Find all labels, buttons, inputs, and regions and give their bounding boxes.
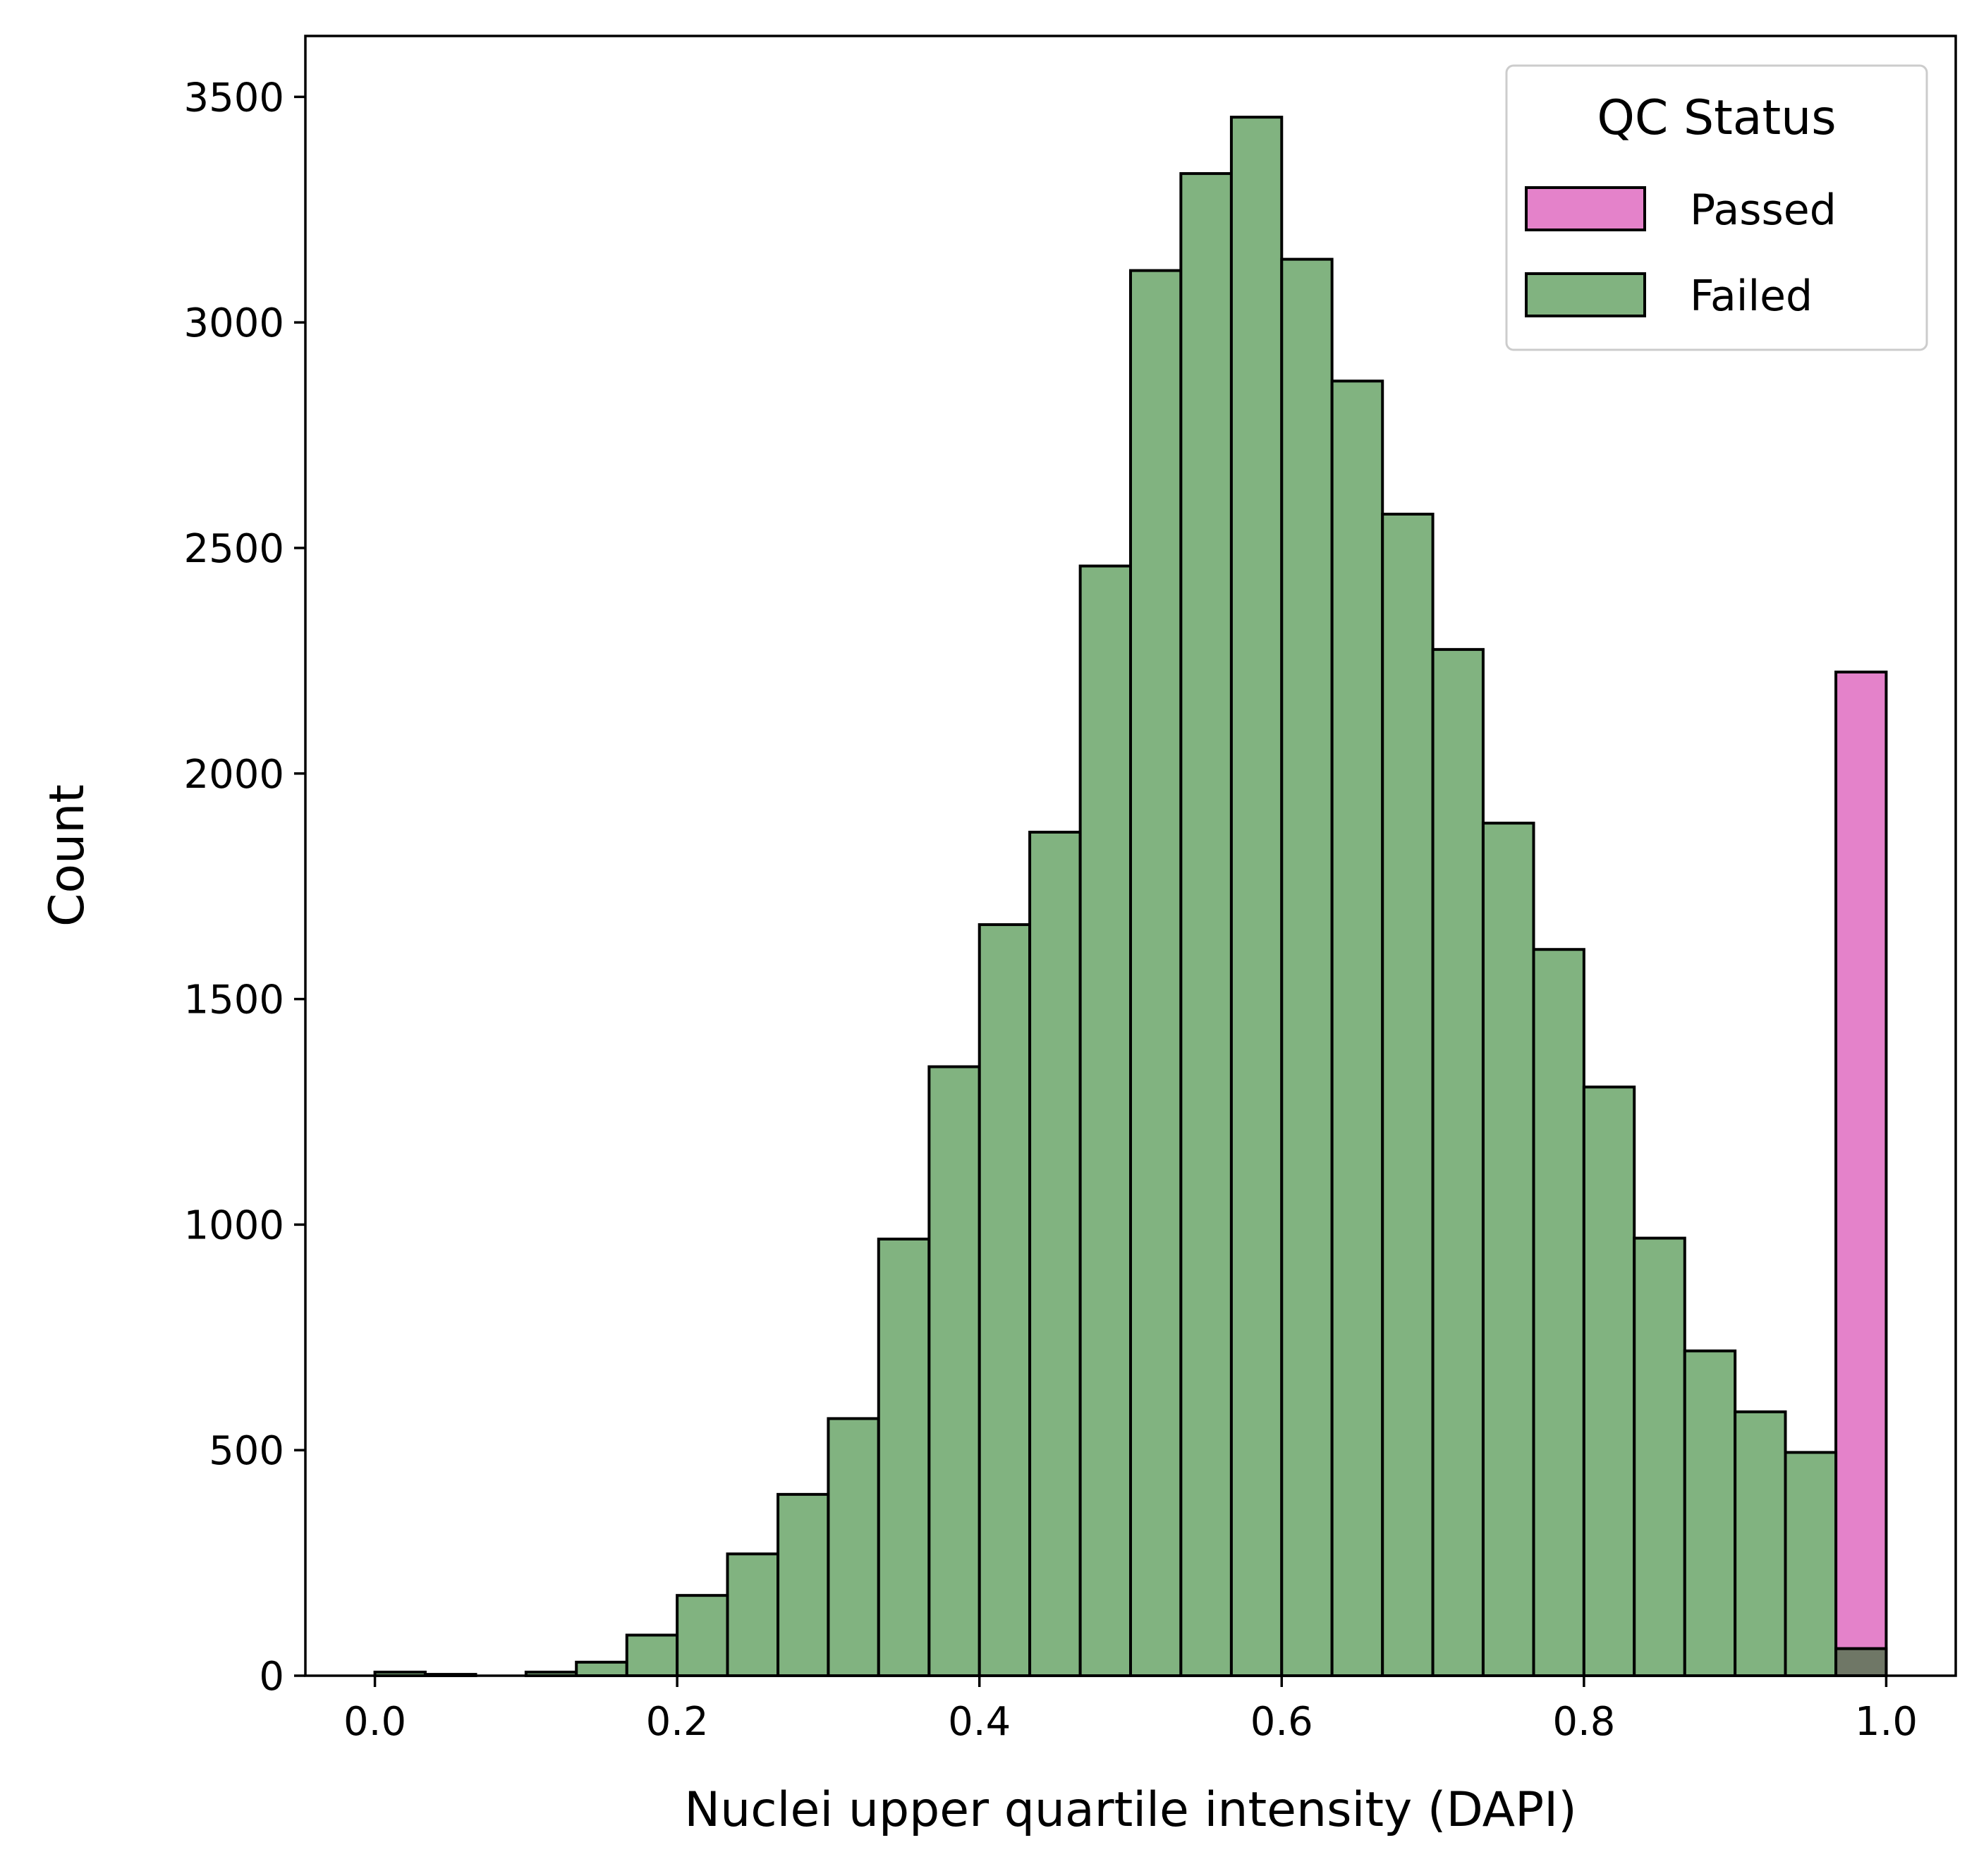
bar-failed-6 — [676, 1594, 729, 1677]
bar-failed-23 — [1532, 948, 1585, 1677]
y-axis-title: Count — [39, 784, 95, 927]
legend-swatch-passed — [1525, 186, 1646, 231]
bar-failed-8 — [777, 1492, 830, 1677]
legend-label-failed: Failed — [1690, 272, 1813, 321]
x-axis-title: Nuclei upper quartile intensity (DAPI) — [684, 1782, 1576, 1838]
x-tick-label-2: 0.4 — [948, 1699, 1011, 1745]
bar-failed-12 — [978, 923, 1032, 1677]
bar-failed-27 — [1734, 1410, 1787, 1677]
legend-swatch-failed — [1525, 272, 1646, 317]
x-tick-label-0: 0.0 — [343, 1699, 406, 1745]
bar-failed-7 — [726, 1552, 780, 1677]
bar-failed-17 — [1229, 116, 1284, 1678]
y-tick-label-1: 500 — [209, 1428, 284, 1474]
bar-failed-20 — [1381, 512, 1435, 1678]
bars-group — [373, 116, 1888, 1678]
bar-failed-5 — [625, 1633, 679, 1677]
y-tick-label-3: 1500 — [183, 977, 284, 1023]
bar-failed-21 — [1431, 647, 1485, 1677]
bar-failed-19 — [1330, 379, 1384, 1677]
legend-title: QC Status — [1597, 90, 1836, 146]
bar-failed-28 — [1784, 1451, 1838, 1677]
plot-frame — [304, 35, 1957, 1677]
y-tick-label-0: 0 — [259, 1654, 284, 1700]
bar-failed-15 — [1129, 269, 1183, 1677]
y-tick-label-7: 3500 — [183, 75, 284, 121]
bar-failed-11 — [927, 1065, 981, 1677]
bar-failed-4 — [575, 1660, 628, 1677]
bar-passed-29 — [1834, 670, 1888, 1677]
x-tick-label-5: 1.0 — [1855, 1699, 1918, 1745]
bar-failed-22 — [1481, 822, 1535, 1677]
bar-failed-24 — [1582, 1085, 1636, 1677]
y-axis: 0 500 1000 1500 2000 2500 3000 3500 — [183, 75, 305, 1700]
bar-failed-25 — [1633, 1236, 1686, 1677]
bar-failed-13 — [1028, 830, 1082, 1677]
y-tick-label-2: 1000 — [183, 1202, 284, 1248]
legend-label-passed: Passed — [1690, 185, 1837, 235]
x-tick-label-3: 0.6 — [1250, 1699, 1313, 1745]
x-tick-label-1: 0.2 — [646, 1699, 709, 1745]
x-tick-label-4: 0.8 — [1552, 1699, 1615, 1745]
legend: QC Status Passed Failed — [1505, 64, 1928, 351]
y-tick-label-5: 2500 — [183, 526, 284, 572]
x-axis: 0.0 0.2 0.4 0.6 0.8 1.0 — [343, 1676, 1918, 1745]
bar-failed-16 — [1179, 172, 1233, 1678]
bar-failed-18 — [1280, 257, 1334, 1677]
bar-failed-10 — [877, 1237, 931, 1677]
bar-overlap-29 — [1834, 1647, 1888, 1677]
y-tick-label-4: 2000 — [183, 752, 284, 798]
bar-failed-26 — [1683, 1349, 1737, 1677]
bar-failed-9 — [827, 1417, 880, 1678]
bar-failed-14 — [1078, 564, 1132, 1677]
y-tick-label-6: 3000 — [183, 300, 284, 346]
